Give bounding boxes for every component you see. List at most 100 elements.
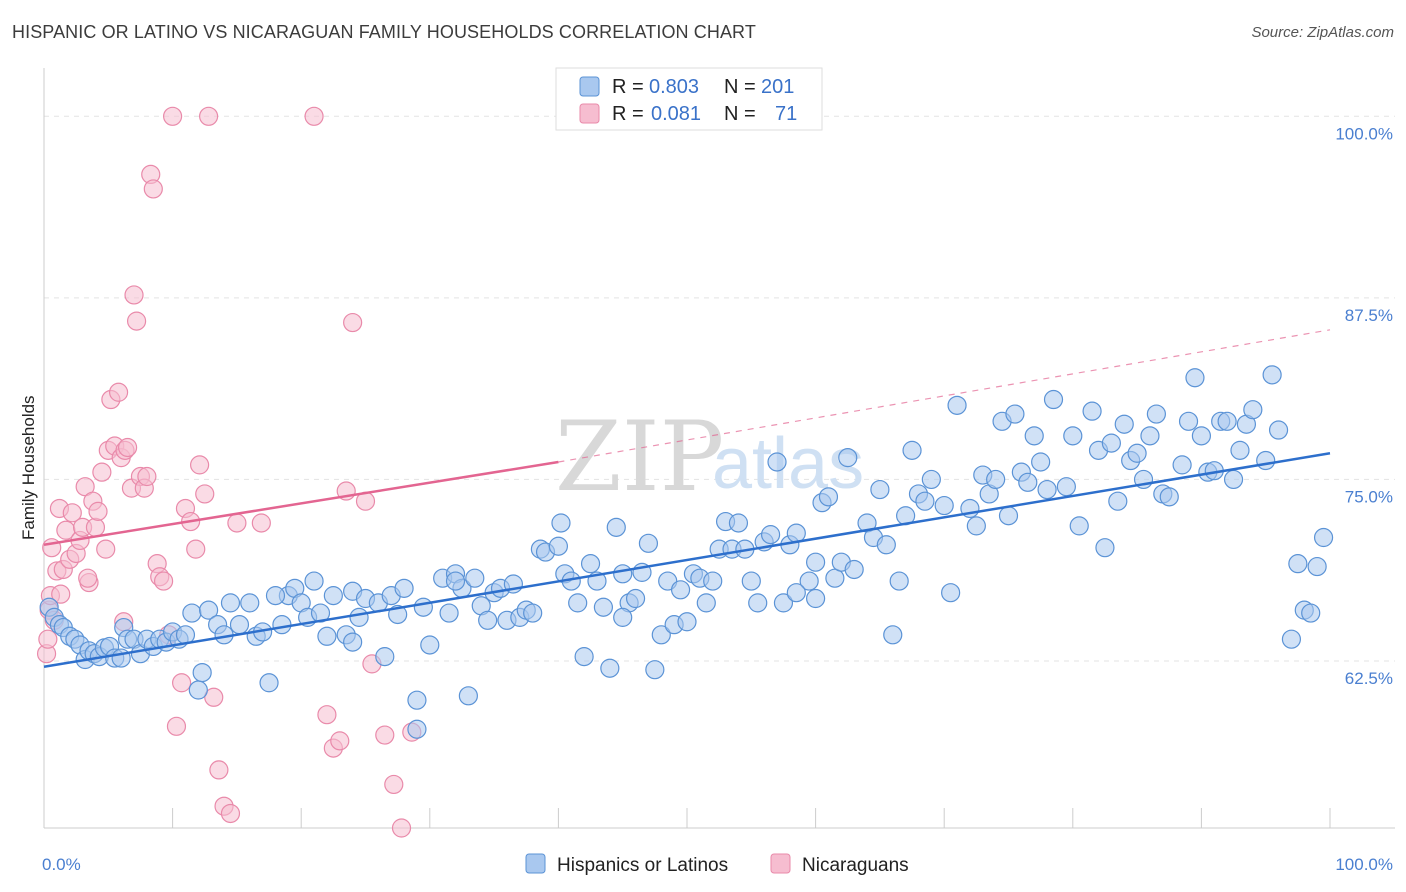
hispanic-point	[1243, 400, 1263, 420]
nicaraguan-point	[220, 803, 241, 824]
source-credit: Source: ZipAtlas.com	[1251, 24, 1394, 41]
hispanic-point	[805, 588, 826, 609]
nicaraguan-point	[317, 705, 337, 725]
hispanic-point	[304, 571, 324, 591]
hispanic-point	[870, 479, 890, 500]
hispanic-point	[606, 517, 626, 537]
nicaraguan-point	[124, 285, 144, 305]
nicaraguan-trend-line	[43, 460, 559, 547]
hispanic-point	[439, 603, 459, 623]
x-tick-labels: 0.0% 100.0%	[42, 855, 1393, 874]
nicaraguan-point	[163, 106, 183, 126]
nicaraguan-point	[375, 725, 395, 745]
hispanic-point	[568, 593, 588, 613]
hispanic-point	[1101, 433, 1121, 453]
hispanic-point	[915, 491, 935, 511]
hispanic-point	[703, 571, 723, 591]
hispanic-point	[199, 600, 219, 620]
hispanic-point	[272, 615, 292, 635]
hispanic-point	[921, 469, 941, 490]
hispanic-point	[1313, 527, 1334, 548]
hispanic-point	[773, 593, 794, 613]
hispanic-point	[1217, 411, 1237, 431]
axes	[43, 68, 1395, 829]
legend-n-value: 201	[761, 76, 794, 98]
hispanic-point	[600, 658, 620, 678]
hispanic-point	[638, 533, 659, 553]
legend-n-label: N =	[724, 76, 756, 98]
nicaraguan-point	[38, 629, 58, 649]
nicaraguan-point	[78, 568, 98, 588]
hispanic-point	[413, 597, 433, 617]
hispanic-point	[220, 593, 241, 613]
hispanic-point	[1108, 491, 1128, 511]
hispanic-point	[760, 525, 781, 545]
legend-swatch-blue	[579, 76, 600, 97]
watermark-zip: ZIP	[555, 401, 724, 513]
legend-r-value: 0.081	[651, 103, 701, 125]
hispanic-point	[1037, 479, 1057, 500]
hispanic-point	[876, 535, 896, 555]
hispanic-point	[458, 686, 478, 706]
hispanic-point	[625, 588, 646, 609]
x-tick-label: 100.0%	[1335, 855, 1393, 874]
nicaraguan-point	[108, 382, 129, 402]
hispanic-point	[818, 487, 839, 507]
nicaraguan-point	[343, 312, 363, 333]
hispanic-point	[1095, 538, 1115, 558]
hispanic-point	[593, 597, 614, 617]
hispanic-point	[465, 568, 485, 588]
hispanic-point	[728, 513, 749, 533]
nicaraguans-points	[36, 106, 422, 838]
hispanic-trend-line	[43, 452, 1331, 669]
hispanic-point	[548, 536, 569, 556]
hispanic-point	[986, 469, 1006, 490]
nicaraguan-point	[166, 716, 187, 736]
hispanic-point	[580, 554, 601, 574]
hispanic-point	[786, 523, 806, 543]
hispanic-point	[407, 690, 427, 710]
trend-lines	[43, 329, 1331, 669]
hispanic-point	[767, 452, 787, 472]
hispanic-point	[1069, 516, 1089, 536]
hispanic-point	[420, 635, 440, 655]
hispanic-point	[1185, 368, 1205, 388]
y-tick-label: 100.0%	[1335, 124, 1393, 143]
series-legend: Hispanics or Latinos Nicaraguans	[525, 853, 909, 876]
nicaraguan-point	[251, 513, 271, 533]
hispanic-point	[1140, 426, 1160, 446]
hispanic-point	[902, 440, 922, 460]
hispanic-point	[934, 495, 954, 516]
hispanic-point	[1307, 556, 1327, 577]
hispanic-point	[799, 571, 819, 591]
hispanic-point	[1159, 487, 1179, 507]
hispanics-points	[39, 365, 1334, 739]
hispanic-point	[651, 625, 671, 645]
correlation-legend: R = 0.803 N = 201 R = 0.081 N = 71	[555, 67, 823, 131]
hispanic-point	[229, 615, 250, 635]
watermark-atlas: atlas	[712, 424, 864, 504]
hispanic-point	[1268, 420, 1289, 440]
nicaraguan-point	[153, 571, 174, 591]
legend-r-label: R =	[612, 76, 644, 98]
hispanic-point	[407, 719, 427, 739]
nicaraguan-point	[199, 106, 219, 126]
legend-n-label: N =	[724, 103, 756, 125]
hispanic-point	[786, 583, 806, 603]
hispanic-point	[1301, 603, 1321, 623]
nicaraguan-point	[330, 731, 350, 751]
nicaraguan-point	[126, 311, 147, 331]
nicaraguan-point	[172, 673, 192, 693]
hispanic-point	[265, 586, 286, 606]
hispanic-point	[523, 603, 543, 623]
hispanic-point	[192, 662, 212, 683]
bottom-legend-label: Hispanics or Latinos	[557, 855, 728, 876]
hispanic-point	[574, 647, 594, 667]
hispanic-point	[1063, 426, 1083, 446]
nicaraguan-point	[195, 484, 215, 504]
nicaraguan-point	[391, 818, 412, 838]
nicaraguan-trend-extension	[558, 329, 1331, 463]
hispanic-point	[478, 610, 498, 630]
hispanic-point	[883, 625, 903, 645]
nicaraguan-point	[304, 106, 324, 126]
